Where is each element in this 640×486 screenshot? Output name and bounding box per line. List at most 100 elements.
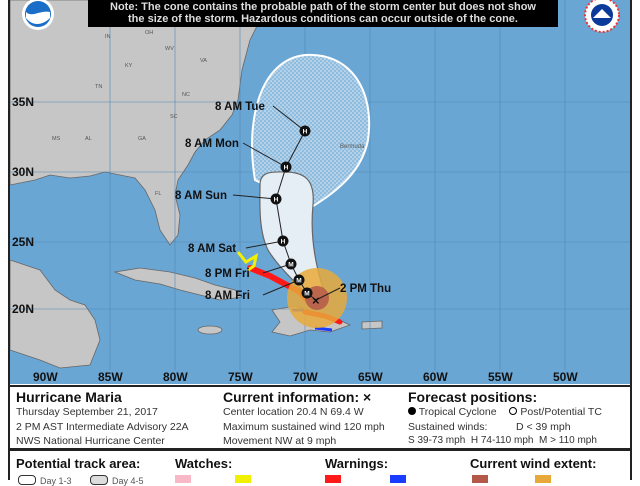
lat-label: 30N <box>12 165 34 179</box>
cone-note: Note: The cone contains the probable pat… <box>88 0 558 27</box>
lon-label: 55W <box>488 370 513 384</box>
legend-track-area: Potential track area: <box>16 456 141 471</box>
forecast-point-M <box>301 287 313 299</box>
forecast-point-M <box>293 274 305 286</box>
lon-label: 80W <box>163 370 188 384</box>
lon-label: 85W <box>98 370 123 384</box>
intensity-symbol: M <box>304 291 309 298</box>
place-label: Bermuda <box>340 144 365 150</box>
track-time-label: 8 AM Sun <box>175 190 227 202</box>
legend-day45: Day 4-5 <box>112 476 144 486</box>
forecast-title: Forecast positions: <box>408 389 538 405</box>
place-label: MS <box>52 136 61 142</box>
place-label: VA <box>200 58 207 64</box>
track-time-label: 8 AM Sat <box>188 243 236 255</box>
hurricane-warning-swatch <box>325 475 341 483</box>
info-panel: Hurricane Maria Thursday September 21, 2… <box>10 385 630 451</box>
advisory-number: 2 PM AST Intermediate Advisory 22A <box>16 420 189 433</box>
forecast-point-H <box>299 125 311 137</box>
h-range: H 74-110 mph <box>470 435 534 446</box>
intensity-symbol: H <box>274 197 279 204</box>
ts-wind-swatch <box>535 475 551 483</box>
track-time-label: 8 AM Tue <box>215 101 265 113</box>
leader-line <box>272 105 306 132</box>
legend-wind-extent: Current wind extent: <box>470 456 597 471</box>
legend-watches: Watches: <box>175 456 233 471</box>
current-info-title: Current information: × <box>223 389 372 405</box>
land-cuba <box>113 267 243 301</box>
lat-label: 25N <box>12 235 34 249</box>
place-label: OH <box>145 30 153 36</box>
leader-line <box>232 194 277 200</box>
forecast-point-M <box>285 258 297 270</box>
current-position-x: × <box>312 293 320 308</box>
place-label: NC <box>182 92 190 98</box>
m-range: M > 110 mph <box>539 435 597 446</box>
day13-swatch <box>18 475 36 485</box>
track-time-label: 8 AM Mon <box>185 138 239 150</box>
leader-line <box>242 142 287 168</box>
intensity-symbol: H <box>284 165 289 172</box>
issuing-center: NWS National Hurricane Center <box>16 435 165 447</box>
place-label: AL <box>85 136 92 142</box>
place-label: KY <box>125 63 133 69</box>
lat-label: 35N <box>12 95 34 109</box>
lon-label: 75W <box>228 370 253 384</box>
place-label: SC <box>170 114 178 120</box>
storm-name: Hurricane Maria <box>16 389 122 405</box>
ts-watch-swatch <box>235 475 251 483</box>
lon-label: 70W <box>293 370 318 384</box>
ts-watch-bahamas <box>236 251 259 272</box>
track-time-label: 2 PM Thu <box>340 283 391 295</box>
lat-label: 20N <box>12 302 34 316</box>
post-tc-label: Post/Potential TC <box>520 406 602 418</box>
intensity-symbol: M <box>296 278 301 285</box>
d-range: D < 39 mph <box>516 420 571 433</box>
land-jamaica <box>197 325 223 335</box>
land-mexico <box>10 259 101 369</box>
hurricane-watch-swatch <box>175 475 191 483</box>
intensity-symbol: H <box>281 239 286 246</box>
lon-label: 50W <box>553 370 578 384</box>
track-time-label: 8 AM Fri <box>205 290 250 302</box>
land-puerto-rico <box>361 320 383 330</box>
noaa-logo <box>22 0 54 30</box>
center-location: Center location 20.4 N 69.4 W <box>223 406 364 418</box>
lon-label: 90W <box>33 370 58 384</box>
place-label: FL <box>155 191 161 197</box>
track-time-label: 8 PM Fri <box>205 268 250 280</box>
forecast-point-H <box>277 235 289 247</box>
place-label: IN <box>105 34 111 40</box>
open-circle-icon <box>509 407 518 415</box>
forecast-point-H <box>270 193 282 205</box>
legend: Potential track area: Watches: Warnings:… <box>10 454 630 486</box>
ts-warning-swatch <box>390 475 406 483</box>
place-label: TN <box>95 84 102 90</box>
note-line-1: Note: The cone contains the probable pat… <box>110 1 536 13</box>
intensity-symbol: M <box>288 262 293 269</box>
intensity-symbol: H <box>303 129 308 136</box>
s-range: S 39-73 mph <box>408 435 466 446</box>
lon-label: 60W <box>423 370 448 384</box>
leader-line <box>315 287 341 301</box>
place-label: WV <box>165 46 174 52</box>
tropical-cyclone-label: Tropical Cyclone <box>418 406 497 418</box>
max-wind: Maximum sustained wind 120 mph <box>223 420 385 433</box>
note-line-2: the size of the storm. Hazardous conditi… <box>128 13 518 25</box>
leader-line <box>262 279 300 296</box>
nws-logo <box>584 0 620 33</box>
legend-warnings: Warnings: <box>325 456 389 471</box>
hurricane-wind-swatch <box>472 475 488 483</box>
lon-label: 65W <box>358 370 383 384</box>
legend-day13: Day 1-3 <box>40 476 72 486</box>
advisory-date: Thursday September 21, 2017 <box>16 406 158 418</box>
forecast-point-H <box>280 161 292 173</box>
place-label: GA <box>138 136 146 142</box>
leader-line <box>245 240 284 249</box>
movement: Movement NW at 9 mph <box>223 435 337 447</box>
sustained-winds-label: Sustained winds: <box>408 420 488 433</box>
day45-swatch <box>90 475 108 485</box>
filled-circle-icon <box>408 407 416 415</box>
